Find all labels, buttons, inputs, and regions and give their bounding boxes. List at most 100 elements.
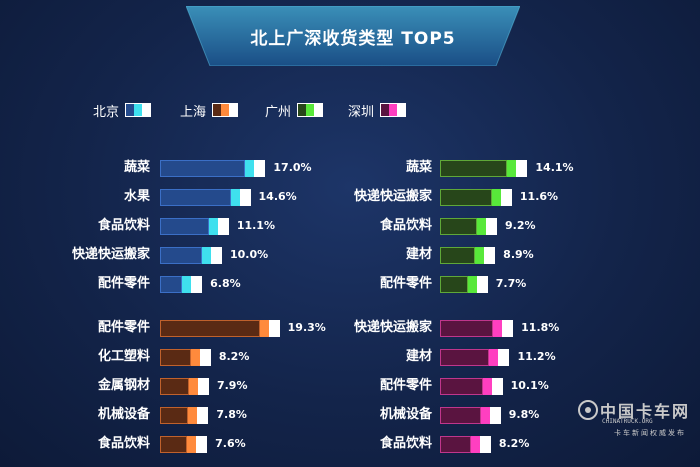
value-label: 7.8% [216, 408, 247, 421]
bar-accent-segment [475, 247, 485, 264]
bar [440, 218, 498, 235]
bar-accent-segment [202, 247, 211, 264]
value-label: 11.1% [236, 219, 275, 232]
value-label: 14.6% [258, 190, 297, 203]
bar [160, 407, 209, 424]
value-label: 7.9% [216, 379, 248, 392]
bar-main-segment [440, 276, 468, 293]
bar [440, 320, 514, 337]
bar-cap-segment [484, 247, 496, 264]
bar-cap-segment [191, 276, 203, 293]
bar [160, 276, 203, 293]
bar-accent-segment [477, 218, 487, 235]
title-banner: 北上广深收货类型 TOP5 [186, 6, 520, 66]
bar-main-segment [440, 218, 478, 235]
bar [160, 247, 222, 264]
category-label: 建材 [405, 247, 432, 262]
bar-accent-segment [482, 378, 492, 395]
bar-cap-segment [197, 407, 209, 424]
category-label: 配件零件 [379, 276, 432, 291]
bar [440, 349, 510, 366]
bar-main-segment [160, 320, 260, 337]
bar [440, 247, 496, 264]
category-label: 配件零件 [97, 320, 150, 335]
bar-cap-segment [199, 349, 211, 366]
bar-accent-segment [480, 407, 490, 424]
category-label: 水果 [123, 189, 150, 204]
bar-cap-segment [196, 436, 208, 453]
bar-cap-segment [211, 247, 222, 264]
bar-main-segment [440, 378, 483, 395]
bar-main-segment [160, 378, 189, 395]
bar-main-segment [160, 407, 189, 424]
bar [160, 160, 266, 177]
bar-cap-segment [498, 349, 510, 366]
bar-main-segment [160, 218, 209, 235]
watermark-main: 中国卡车网 [600, 402, 691, 421]
category-label: 机械设备 [379, 407, 432, 422]
category-label: 配件零件 [379, 378, 432, 393]
bar-accent-segment [190, 349, 200, 366]
bar-accent-segment [489, 349, 499, 366]
value-label: 8.2% [218, 350, 250, 363]
watermark-sub: 卡车新闻权威发布 [614, 429, 686, 437]
bar-accent-segment [188, 407, 198, 424]
category-label: 金属钢材 [97, 378, 150, 393]
value-label: 9.8% [508, 408, 540, 421]
bar-cap-segment [268, 320, 280, 337]
value-label: 19.3% [287, 321, 326, 334]
bar [440, 189, 512, 206]
value-label: 11.6% [519, 190, 559, 203]
watermark: 中国卡车网 CHINATRUCK.ORG 卡车新闻权威发布 [578, 398, 696, 446]
bar-main-segment [160, 436, 188, 453]
value-label: 10.1% [510, 379, 549, 392]
value-label: 11.2% [517, 350, 556, 363]
bar-accent-segment [470, 436, 480, 453]
title-banner-shape [186, 6, 520, 66]
bar-main-segment [160, 247, 202, 264]
bar-accent-segment [467, 276, 477, 293]
bar-accent-segment [491, 189, 501, 206]
value-label: 14.1% [535, 161, 574, 174]
bar-cap-segment [502, 320, 514, 337]
legend-swatch [125, 103, 152, 117]
category-label: 快递快运搬家 [353, 320, 432, 335]
bar-cap-segment [491, 378, 503, 395]
legend-swatch [297, 103, 324, 117]
bar-cap-segment [516, 160, 528, 177]
bar-accent-segment [259, 320, 269, 337]
value-label: 11.8% [521, 321, 560, 334]
value-label: 7.6% [215, 437, 246, 450]
category-label: 食品饮料 [97, 218, 150, 233]
category-label: 建材 [405, 349, 432, 364]
category-label: 蔬菜 [123, 160, 150, 175]
legend-item: 广州 [265, 101, 324, 120]
watermark-en: CHINATRUCK.ORG [602, 418, 653, 425]
value-label: 6.8% [210, 277, 241, 290]
bar [160, 218, 229, 235]
value-label: 7.7% [495, 277, 527, 290]
bar-accent-segment [507, 160, 517, 177]
legend-swatch [380, 103, 407, 117]
category-label: 化工塑料 [97, 349, 150, 364]
bar-cap-segment [500, 189, 512, 206]
legend-label: 深圳 [348, 104, 375, 120]
bar [440, 160, 528, 177]
bar-cap-segment [239, 189, 251, 206]
bar [160, 189, 251, 206]
bar-cap-segment [489, 407, 501, 424]
bar-main-segment [160, 276, 183, 293]
category-label: 快递快运搬家 [353, 189, 432, 204]
bar-main-segment [440, 189, 492, 206]
bar-cap-segment [486, 218, 498, 235]
bar [160, 320, 280, 337]
bar-main-segment [440, 247, 476, 264]
bar [440, 407, 501, 424]
legend-swatch [212, 103, 239, 117]
category-label: 机械设备 [97, 407, 150, 422]
bar [160, 378, 209, 395]
chart-title: 北上广深收货类型 TOP5 [250, 28, 456, 49]
bar-accent-segment [245, 160, 255, 177]
legend-item: 北京 [93, 101, 152, 120]
bar-cap-segment [217, 218, 229, 235]
